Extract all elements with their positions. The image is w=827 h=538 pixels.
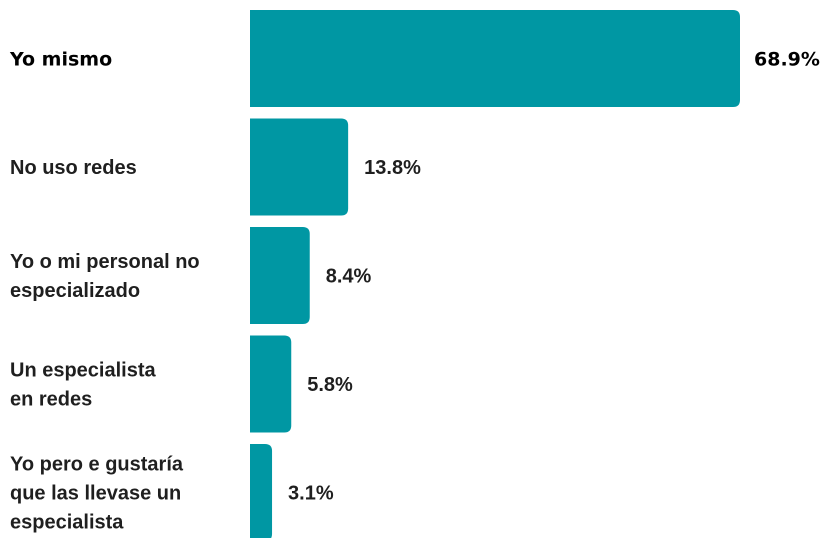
bar-yo-mismo: [250, 10, 740, 107]
category-label-no-uso-redes: No uso redes: [10, 157, 137, 179]
category-labels-group: Yo mismo No uso redes Yo o mi personal no e…: [9, 49, 200, 534]
category-label-yo-mismo: Yo mismo: [9, 49, 112, 71]
bar-un-especialista-en-redes: [250, 335, 292, 433]
category-label-line: No uso redes: [10, 157, 137, 179]
value-label-no-uso-redes: 13.8%: [364, 157, 421, 179]
category-label-yo-pero-e-gustaria-que-las-llevase-un-especialista: Yo pero e gustaría que las llevase un espe…: [10, 454, 184, 534]
category-label-line: que las llevase un: [10, 483, 181, 505]
category-label-un-especialista-en-redes: Un especialista en redes: [10, 360, 157, 411]
value-labels-group: 68.9% 13.8% 8.4% 5.8% 3.1%: [288, 49, 820, 505]
category-label-yo-o-mi-personal-no-especializado: Yo o mi personal no especializado: [10, 251, 200, 302]
value-label-un-especialista-en-redes: 5.8%: [307, 374, 353, 396]
category-label-line: especialista: [10, 512, 124, 534]
category-label-line: en redes: [10, 389, 92, 411]
value-label-yo-mismo: 68.9%: [754, 49, 820, 71]
bar-yo-o-mi-personal-no-especializado: [250, 227, 310, 324]
category-label-line: Un especialista: [10, 360, 157, 382]
value-label-yo-pero-e-gustaria-que-las-llevase-un-especialista: 3.1%: [288, 483, 334, 505]
category-label-line: Yo o mi personal no: [10, 251, 200, 273]
category-label-line: Yo mismo: [9, 49, 112, 71]
value-label-yo-o-mi-personal-no-especializado: 8.4%: [326, 266, 372, 288]
bar-no-uso-redes: [250, 118, 349, 216]
category-label-line: especializado: [10, 280, 140, 302]
bar-yo-pero-e-gustaria-que-las-llevase-un-especialista: [250, 444, 273, 538]
bars-group: [250, 10, 740, 538]
category-label-line: Yo pero e gustaría: [10, 454, 184, 476]
